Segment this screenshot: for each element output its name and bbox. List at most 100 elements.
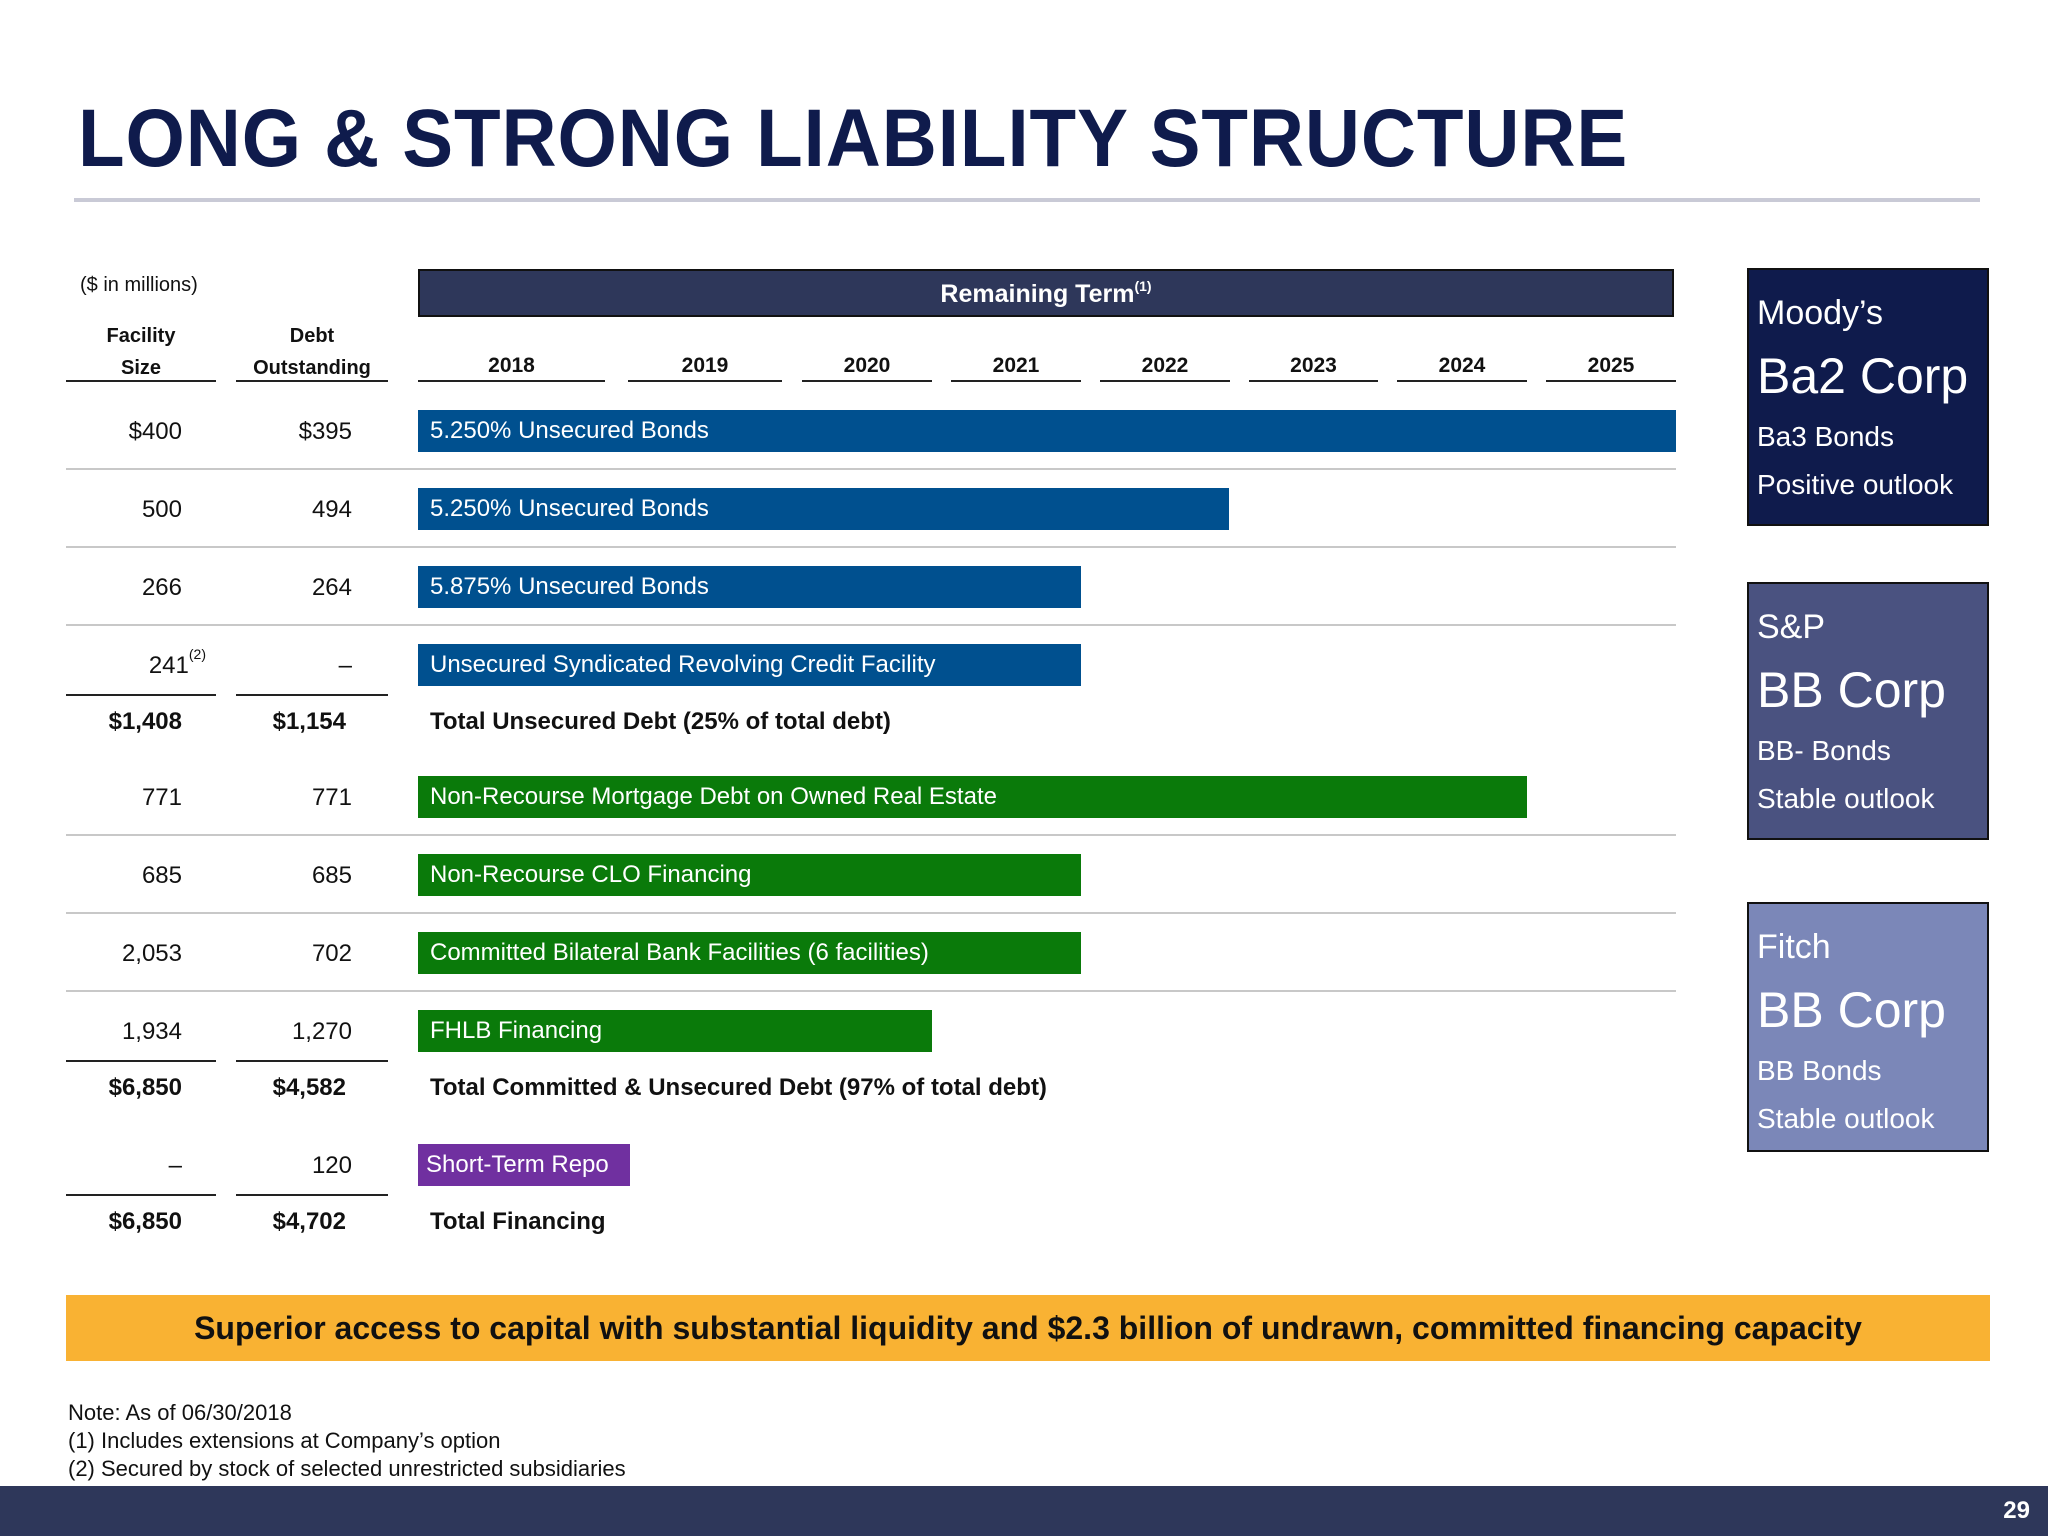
facility-size-value: 2,053 [66, 940, 182, 968]
row-separator [66, 834, 1676, 836]
total-debt-value: $1,154 [272, 708, 346, 735]
year-rule [628, 380, 782, 382]
rating-agency: S&P [1757, 608, 1826, 646]
debt-outstanding-value: 702 [311, 940, 352, 967]
total-label: Total Financing [430, 1208, 606, 1235]
table-row: – 120 Short-Term Repo [0, 1142, 1700, 1188]
facility-size-value: 266 [66, 574, 182, 602]
subtotal-rule [236, 694, 388, 696]
page-number: 29 [2003, 1497, 2030, 1524]
total-debt-value: $4,702 [272, 1208, 346, 1235]
debt-outstanding-header: Debt Outstanding [236, 320, 388, 384]
debt-header-line1: Debt [289, 325, 335, 347]
total-label: Total Unsecured Debt (25% of total debt) [430, 708, 891, 735]
maturity-bar: 5.250% Unsecured Bonds [418, 410, 1676, 452]
facility-size-header: Facility Size [66, 320, 216, 384]
table-row: 771 771 Non-Recourse Mortgage Debt on Owne… [0, 774, 1700, 820]
maturity-bar: Committed Bilateral Bank Facilities (6 f… [418, 932, 1081, 974]
subtotal-rule [66, 1060, 216, 1062]
maturity-bar: Unsecured Syndicated Revolving Credit Fa… [418, 644, 1081, 686]
corporate-rating: BB Corp [1757, 982, 1946, 1038]
footnote-ref-1: (1) [1134, 278, 1152, 294]
footnote-ref-2: (2) [188, 646, 206, 662]
row-separator [66, 546, 1676, 548]
rating-agency: Fitch [1757, 928, 1831, 966]
year-rule [1100, 380, 1230, 382]
facility-size-value: 241(2) [66, 646, 206, 680]
facility-size-text: 1,934 [121, 1018, 182, 1045]
subtotal-rule [66, 1194, 216, 1196]
year-label-2022: 2022 [1141, 354, 1189, 377]
units-note: ($ in millions) [80, 274, 198, 296]
rating-outlook: Stable outlook [1757, 1103, 1935, 1134]
debt-outstanding-value: 685 [311, 862, 352, 889]
year-rule [802, 380, 932, 382]
debt-outstanding-value: 771 [311, 784, 352, 811]
bond-rating: Ba3 Bonds [1757, 421, 1894, 452]
corporate-rating: Ba2 Corp [1757, 348, 1969, 404]
row-separator [66, 468, 1676, 470]
rating-card: Fitch BB Corp BB Bonds Stable outlook [1747, 902, 1989, 1152]
facility-size-text: 500 [141, 496, 182, 523]
total-facility-value: $1,408 [108, 708, 182, 735]
corporate-rating: BB Corp [1757, 662, 1946, 718]
maturity-bar: 5.250% Unsecured Bonds [418, 488, 1229, 530]
note-as-of: Note: As of 06/30/2018 [68, 1400, 292, 1425]
rating-agency: Moody’s [1757, 294, 1883, 332]
year-label-2019: 2019 [681, 354, 729, 377]
facility-size-text: 2,053 [121, 940, 182, 967]
maturity-bar: Non-Recourse Mortgage Debt on Owned Real… [418, 776, 1527, 818]
key-message-banner: Superior access to capital with substant… [66, 1295, 1990, 1361]
table-row: $400 $395 5.250% Unsecured Bonds [0, 408, 1700, 454]
debt-outstanding-value: 264 [311, 574, 352, 601]
facility-header-line1: Facility [106, 325, 176, 347]
facility-size-text: $400 [128, 418, 182, 445]
total-label: Total Committed & Unsecured Debt (97% of… [430, 1074, 1047, 1101]
debt-outstanding-value: – [338, 652, 352, 679]
remaining-term-label: Remaining Term [940, 280, 1135, 308]
rating-outlook: Stable outlook [1757, 783, 1935, 814]
year-label-2025: 2025 [1587, 354, 1635, 377]
bond-rating: BB- Bonds [1757, 735, 1891, 766]
debt-header-rule [236, 380, 388, 382]
footnote-2: (2) Secured by stock of selected unrestr… [68, 1456, 626, 1481]
facility-header-line2: Size [120, 357, 162, 379]
year-rule [1249, 380, 1378, 382]
year-rule [1397, 380, 1527, 382]
total-facility-value: $6,850 [108, 1074, 182, 1101]
facility-size-value: 1,934 [66, 1018, 182, 1046]
table-row: 500 494 5.250% Unsecured Bonds [0, 486, 1700, 532]
year-label-2018: 2018 [488, 354, 535, 377]
maturity-bar: FHLB Financing [418, 1010, 932, 1052]
subtotal-rule [236, 1194, 388, 1196]
facility-size-value: 500 [66, 496, 182, 524]
rating-outlook: Positive outlook [1757, 469, 1954, 500]
bond-rating: BB Bonds [1757, 1055, 1882, 1086]
rating-card: S&P BB Corp BB- Bonds Stable outlook [1747, 582, 1989, 840]
facility-size-value: – [66, 1152, 182, 1180]
year-label-2021: 2021 [992, 354, 1040, 377]
debt-outstanding-value: 120 [311, 1152, 352, 1179]
facility-size-text: 266 [141, 574, 182, 601]
total-debt-value: $4,582 [272, 1074, 346, 1101]
year-rule [951, 380, 1081, 382]
table-row: 266 264 5.875% Unsecured Bonds [0, 564, 1700, 610]
subtotal-rule [66, 694, 216, 696]
facility-size-value: 771 [66, 784, 182, 812]
facility-size-text: – [168, 1152, 182, 1179]
rating-card: Moody’s Ba2 Corp Ba3 Bonds Positive outlook [1747, 268, 1989, 526]
total-facility-value: $6,850 [108, 1208, 182, 1235]
row-separator [66, 912, 1676, 914]
footnote-1: (1) Includes extensions at Company’s opt… [68, 1428, 501, 1453]
debt-outstanding-value: 494 [311, 496, 352, 523]
table-row: 1,934 1,270 FHLB Financing [0, 1008, 1700, 1054]
year-label-2024: 2024 [1438, 354, 1486, 377]
year-rule [418, 380, 605, 382]
table-row: 241(2) – Unsecured Syndicated Revolving Cr… [0, 642, 1700, 688]
debt-outstanding-value: 1,270 [291, 1018, 352, 1045]
row-separator [66, 624, 1676, 626]
debt-header-line2: Outstanding [253, 357, 371, 379]
subtotal-rule [236, 1060, 388, 1062]
facility-size-text: 771 [141, 784, 182, 811]
maturity-bar: Non-Recourse CLO Financing [418, 854, 1081, 896]
